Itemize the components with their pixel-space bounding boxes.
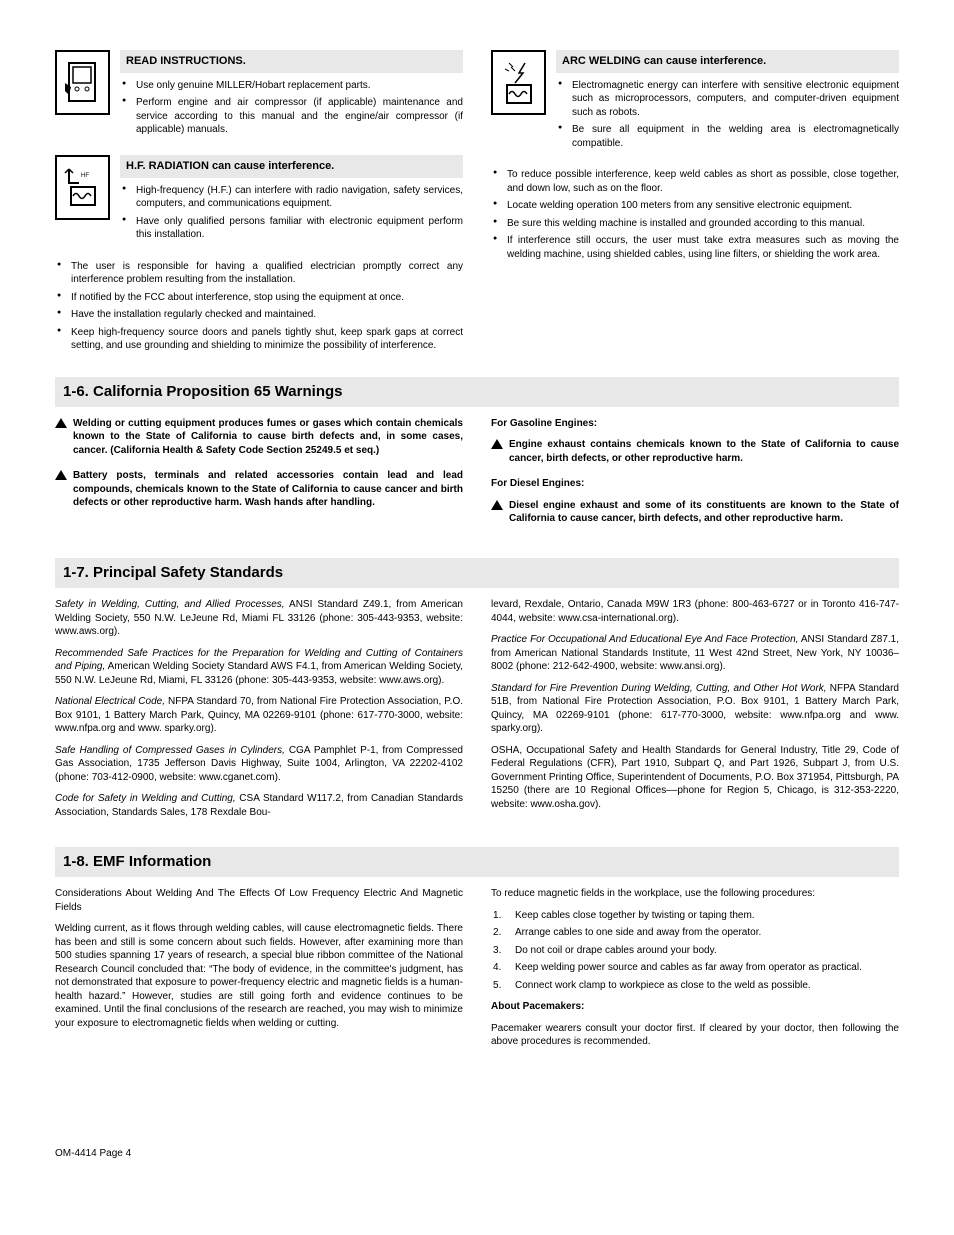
- bullet-text: If interference still occurs, the user m…: [491, 234, 899, 261]
- bullet-text: Perform engine and air compressor (if ap…: [120, 96, 463, 137]
- bullet-text: Electromagnetic energy can interfere wit…: [556, 79, 899, 120]
- arc-continued-bullets: To reduce possible interference, keep we…: [491, 168, 899, 261]
- standard-ref: Safe Handling of Compressed Gases in Cyl…: [55, 744, 463, 785]
- hf-continued-bullets: The user is responsible for having a qua…: [55, 260, 463, 353]
- bullet-text: If notified by the FCC about interferenc…: [55, 291, 463, 305]
- standard-ref: Code for Safety in Welding and Cutting, …: [55, 792, 463, 819]
- emf-intro: Considerations About Welding And The Eff…: [55, 887, 463, 914]
- prop65-item: Engine exhaust contains chemicals known …: [491, 438, 899, 465]
- bullet-text: To reduce possible interference, keep we…: [491, 168, 899, 195]
- standard-ref: OSHA, Occupational Safety and Health Sta…: [491, 744, 899, 812]
- bullet-text: The user is responsible for having a qua…: [55, 260, 463, 287]
- procedure-item: Connect work clamp to workpiece as close…: [491, 979, 899, 993]
- warn-read-instructions: READ INSTRUCTIONS. Use only genuine MILL…: [55, 50, 463, 141]
- bullet-text: Be sure this welding machine is installe…: [491, 217, 899, 231]
- prop65-item: Battery posts, terminals and related acc…: [55, 469, 463, 510]
- warn-title: ARC WELDING can cause interference.: [556, 50, 899, 73]
- prop65-item: Welding or cutting equipment produces fu…: [55, 417, 463, 458]
- emf-body: Welding current, as it flows through wel…: [55, 922, 463, 1030]
- prop65-text: Diesel engine exhaust and some of its co…: [509, 499, 899, 526]
- procedure-item: Keep welding power source and cables as …: [491, 961, 899, 975]
- warn-arc-welding: ARC WELDING can cause interference. Elec…: [491, 50, 899, 154]
- warn-title: READ INSTRUCTIONS.: [120, 50, 463, 73]
- standard-ref: levard, Rexdale, Ontario, Canada M9W 1R3…: [491, 598, 899, 625]
- section-heading-17: 1-7. Principal Safety Standards: [55, 558, 899, 588]
- standard-ref: Practice For Occupational And Educationa…: [491, 633, 899, 674]
- bullet-text: Keep high-frequency source doors and pan…: [55, 326, 463, 353]
- bullet-text: Have only qualified persons familiar wit…: [120, 215, 463, 242]
- warning-triangle-icon: [491, 439, 503, 449]
- bullet-text: Be sure all equipment in the welding are…: [556, 123, 899, 150]
- warning-left-col: READ INSTRUCTIONS. Use only genuine MILL…: [55, 50, 463, 357]
- hf-radiation-icon: HF: [55, 155, 110, 220]
- warning-triangle-icon: [55, 418, 67, 428]
- prop65-text: Welding or cutting equipment produces fu…: [73, 417, 463, 458]
- sec16-body: Welding or cutting equipment produces fu…: [55, 417, 899, 538]
- standard-ref: Standard for Fire Prevention During Weld…: [491, 682, 899, 736]
- emf-procedures-list: Keep cables close together by twisting o…: [491, 909, 899, 993]
- read-instructions-icon: [55, 50, 110, 115]
- emf-procedures-intro: To reduce magnetic fields in the workpla…: [491, 887, 899, 901]
- bullet-text: Use only genuine MILLER/Hobart replaceme…: [120, 79, 463, 93]
- svg-text:HF: HF: [81, 173, 89, 179]
- bullet-text: Have the installation regularly checked …: [55, 308, 463, 322]
- diesel-label: For Diesel Engines:: [491, 477, 899, 491]
- bullet-text: Locate welding operation 100 meters from…: [491, 199, 899, 213]
- pacemaker-text: Pacemaker wearers consult your doctor fi…: [491, 1022, 899, 1049]
- warning-triangle-icon: [491, 500, 503, 510]
- standard-ref: National Electrical Code, NFPA Standard …: [55, 695, 463, 736]
- gasoline-label: For Gasoline Engines:: [491, 417, 899, 431]
- procedure-item: Keep cables close together by twisting o…: [491, 909, 899, 923]
- pacemaker-label: About Pacemakers:: [491, 1000, 899, 1014]
- section-heading-18: 1-8. EMF Information: [55, 847, 899, 877]
- standard-ref: Recommended Safe Practices for the Prepa…: [55, 647, 463, 688]
- prop65-text: Battery posts, terminals and related acc…: [73, 469, 463, 510]
- arc-welding-icon: [491, 50, 546, 115]
- procedure-item: Do not coil or drape cables around your …: [491, 944, 899, 958]
- bullet-text: High-frequency (H.F.) can interfere with…: [120, 184, 463, 211]
- warn-hf-radiation: HF H.F. RADIATION can cause interference…: [55, 155, 463, 246]
- sec18-body: Considerations About Welding And The Eff…: [55, 887, 899, 1057]
- warn-title: H.F. RADIATION can cause interference.: [120, 155, 463, 178]
- standard-ref: Safety in Welding, Cutting, and Allied P…: [55, 598, 463, 639]
- prop65-text: Engine exhaust contains chemicals known …: [509, 438, 899, 465]
- section-heading-16: 1-6. California Proposition 65 Warnings: [55, 377, 899, 407]
- warning-row: READ INSTRUCTIONS. Use only genuine MILL…: [55, 50, 899, 357]
- page-footer: OM-4414 Page 4: [55, 1147, 899, 1161]
- sec17-body: Safety in Welding, Cutting, and Allied P…: [55, 598, 899, 827]
- warning-triangle-icon: [55, 470, 67, 480]
- procedure-item: Arrange cables to one side and away from…: [491, 926, 899, 940]
- prop65-item: Diesel engine exhaust and some of its co…: [491, 499, 899, 526]
- warning-right-col: ARC WELDING can cause interference. Elec…: [491, 50, 899, 357]
